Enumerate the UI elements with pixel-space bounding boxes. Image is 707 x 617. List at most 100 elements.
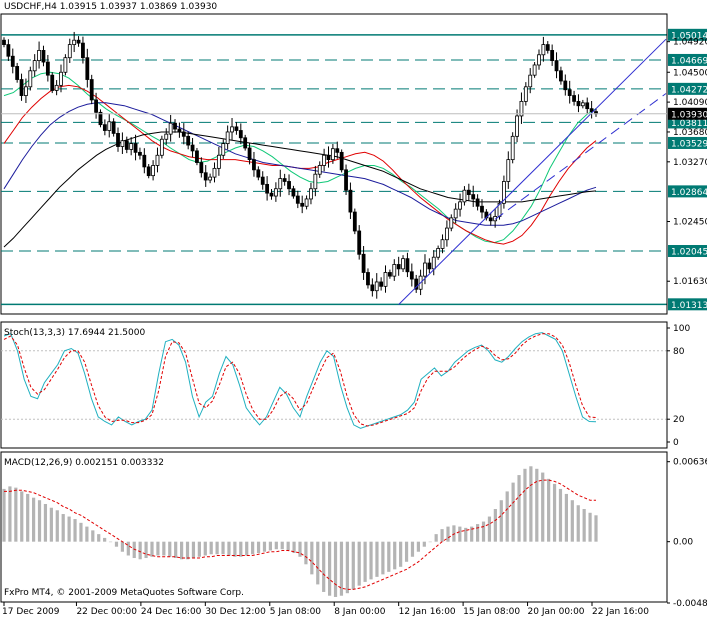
candle-body [335, 148, 340, 153]
candle-body [572, 95, 576, 102]
moving-averages [3, 71, 597, 248]
macd-bar [8, 486, 12, 542]
candle-body [230, 126, 234, 133]
macd-pane: 0.006365 0.00 -0.00488 MACD(12,26,9) 0.002… [0, 451, 707, 609]
candle-body [392, 264, 397, 277]
macd-bar [162, 541, 166, 556]
macd-bar [399, 541, 403, 567]
time-tick-label: 8 Jan 00:00 [334, 607, 386, 617]
candle-body [379, 281, 384, 287]
macd-bar [292, 541, 296, 553]
symbol-info: USDCHF,H4 1.03915 1.03937 1.03869 1.0393… [4, 2, 218, 13]
macd-bar [511, 482, 515, 542]
macd-bar [458, 526, 462, 542]
macd-bar [120, 541, 124, 552]
macd-bar [268, 541, 272, 551]
candle-body [85, 57, 90, 80]
macd-bar [552, 483, 557, 542]
time-tick-label: 17 Dec 2009 [2, 607, 60, 617]
macd-bar [576, 505, 580, 542]
macd-bar [517, 475, 521, 542]
candle-body [387, 272, 392, 277]
trendlines [398, 38, 667, 305]
macd-bar [387, 541, 391, 572]
candle-body [370, 284, 375, 292]
candle-body [532, 64, 537, 76]
macd-bar [132, 541, 136, 559]
price-tick-label: 1.03680 [673, 128, 707, 138]
stoch-pane: 100 80 20 0 Stoch(13,3,3) 17.6944 21.5000 [0, 321, 690, 449]
macd-bar [209, 541, 213, 555]
time-tick-label: 20 Jan 00:00 [528, 607, 585, 617]
macd-bar [381, 541, 385, 575]
macd-bar [262, 541, 267, 552]
macd-bar [582, 509, 586, 542]
macd-bar [97, 534, 101, 542]
macd-bar [185, 541, 190, 560]
candle-body [256, 169, 261, 178]
candle-body [326, 154, 331, 161]
candle-body [515, 115, 519, 137]
candle-body [260, 176, 265, 185]
candle-body [567, 89, 572, 96]
candle-body [173, 122, 177, 130]
candle-body [348, 189, 353, 213]
macd-bar [67, 516, 71, 542]
macd-bar [61, 514, 65, 542]
candle-body [164, 133, 169, 140]
candle-body [330, 148, 335, 161]
level-label-bg [668, 136, 707, 149]
macd-axis: 0.006365 0.00 -0.00488 [666, 452, 707, 609]
macd-bar [310, 541, 314, 575]
macd-bar [103, 537, 107, 542]
candle-body [440, 239, 445, 249]
macd-bar [138, 541, 142, 560]
candle-body [186, 135, 191, 146]
candle-body [81, 42, 85, 59]
candle-body [537, 54, 541, 66]
macd-bar [316, 541, 320, 585]
candle-body [502, 181, 506, 204]
macd-bar [547, 478, 551, 542]
macd-bar [156, 541, 160, 556]
candle-body [63, 57, 68, 73]
macd-bar [594, 515, 598, 542]
price-pane-frame [0, 13, 668, 315]
trend-line [494, 93, 667, 220]
macd-bar [422, 541, 426, 547]
candle-body [545, 44, 550, 51]
macd-bar [32, 497, 36, 542]
macd-bar [126, 541, 130, 556]
candle-body [6, 44, 11, 57]
candle-body [238, 130, 243, 139]
candle-body [181, 131, 186, 137]
macd-bar [168, 541, 172, 557]
candle-body [361, 253, 366, 273]
candle-body [506, 159, 511, 182]
candle-body [212, 167, 217, 178]
candle-body [357, 230, 362, 255]
candle-body [322, 154, 327, 166]
candle-body [72, 39, 77, 45]
macd-bar [251, 541, 255, 555]
candle-body [576, 100, 581, 107]
level-label: 1.02864 [671, 188, 707, 198]
candle-body [159, 138, 164, 156]
candle-body [462, 189, 467, 203]
level-label: 1.05014 [671, 31, 707, 41]
macd-bar [197, 541, 201, 557]
macd-bar [274, 541, 278, 550]
candle-body [580, 102, 585, 107]
level-label: 1.03811 [671, 119, 707, 129]
macd-tick-label: -0.00488 [673, 599, 707, 609]
price-tick-label: 1.03270 [673, 158, 707, 168]
level-label-bg [668, 298, 707, 311]
time-tick-label: 30 Dec 12:00 [205, 607, 266, 617]
macd-bar [91, 530, 95, 542]
level-label-bg [668, 185, 707, 198]
level-label-bg [668, 245, 707, 258]
candle-body [291, 188, 296, 197]
macd-bar [464, 527, 468, 542]
macd-bar [256, 541, 261, 553]
candle-body [278, 178, 283, 190]
